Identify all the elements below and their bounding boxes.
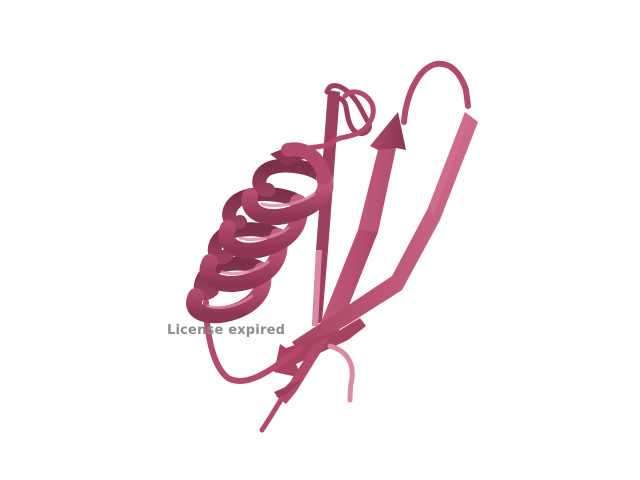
bottom-right-coil (327, 343, 355, 403)
beta-strand-back-light-edge (312, 250, 322, 326)
hairpin-loop (401, 60, 471, 125)
n-terminal-coil (203, 299, 303, 385)
top-loop-front (329, 89, 376, 145)
tail-arrowhead (274, 380, 302, 400)
beta-strand-right-shade (428, 112, 470, 214)
c-terminal-coil (259, 395, 285, 433)
beta-strand-middle-edge (358, 148, 396, 232)
license-watermark: License expired (167, 323, 286, 338)
alpha-helix (186, 139, 337, 324)
